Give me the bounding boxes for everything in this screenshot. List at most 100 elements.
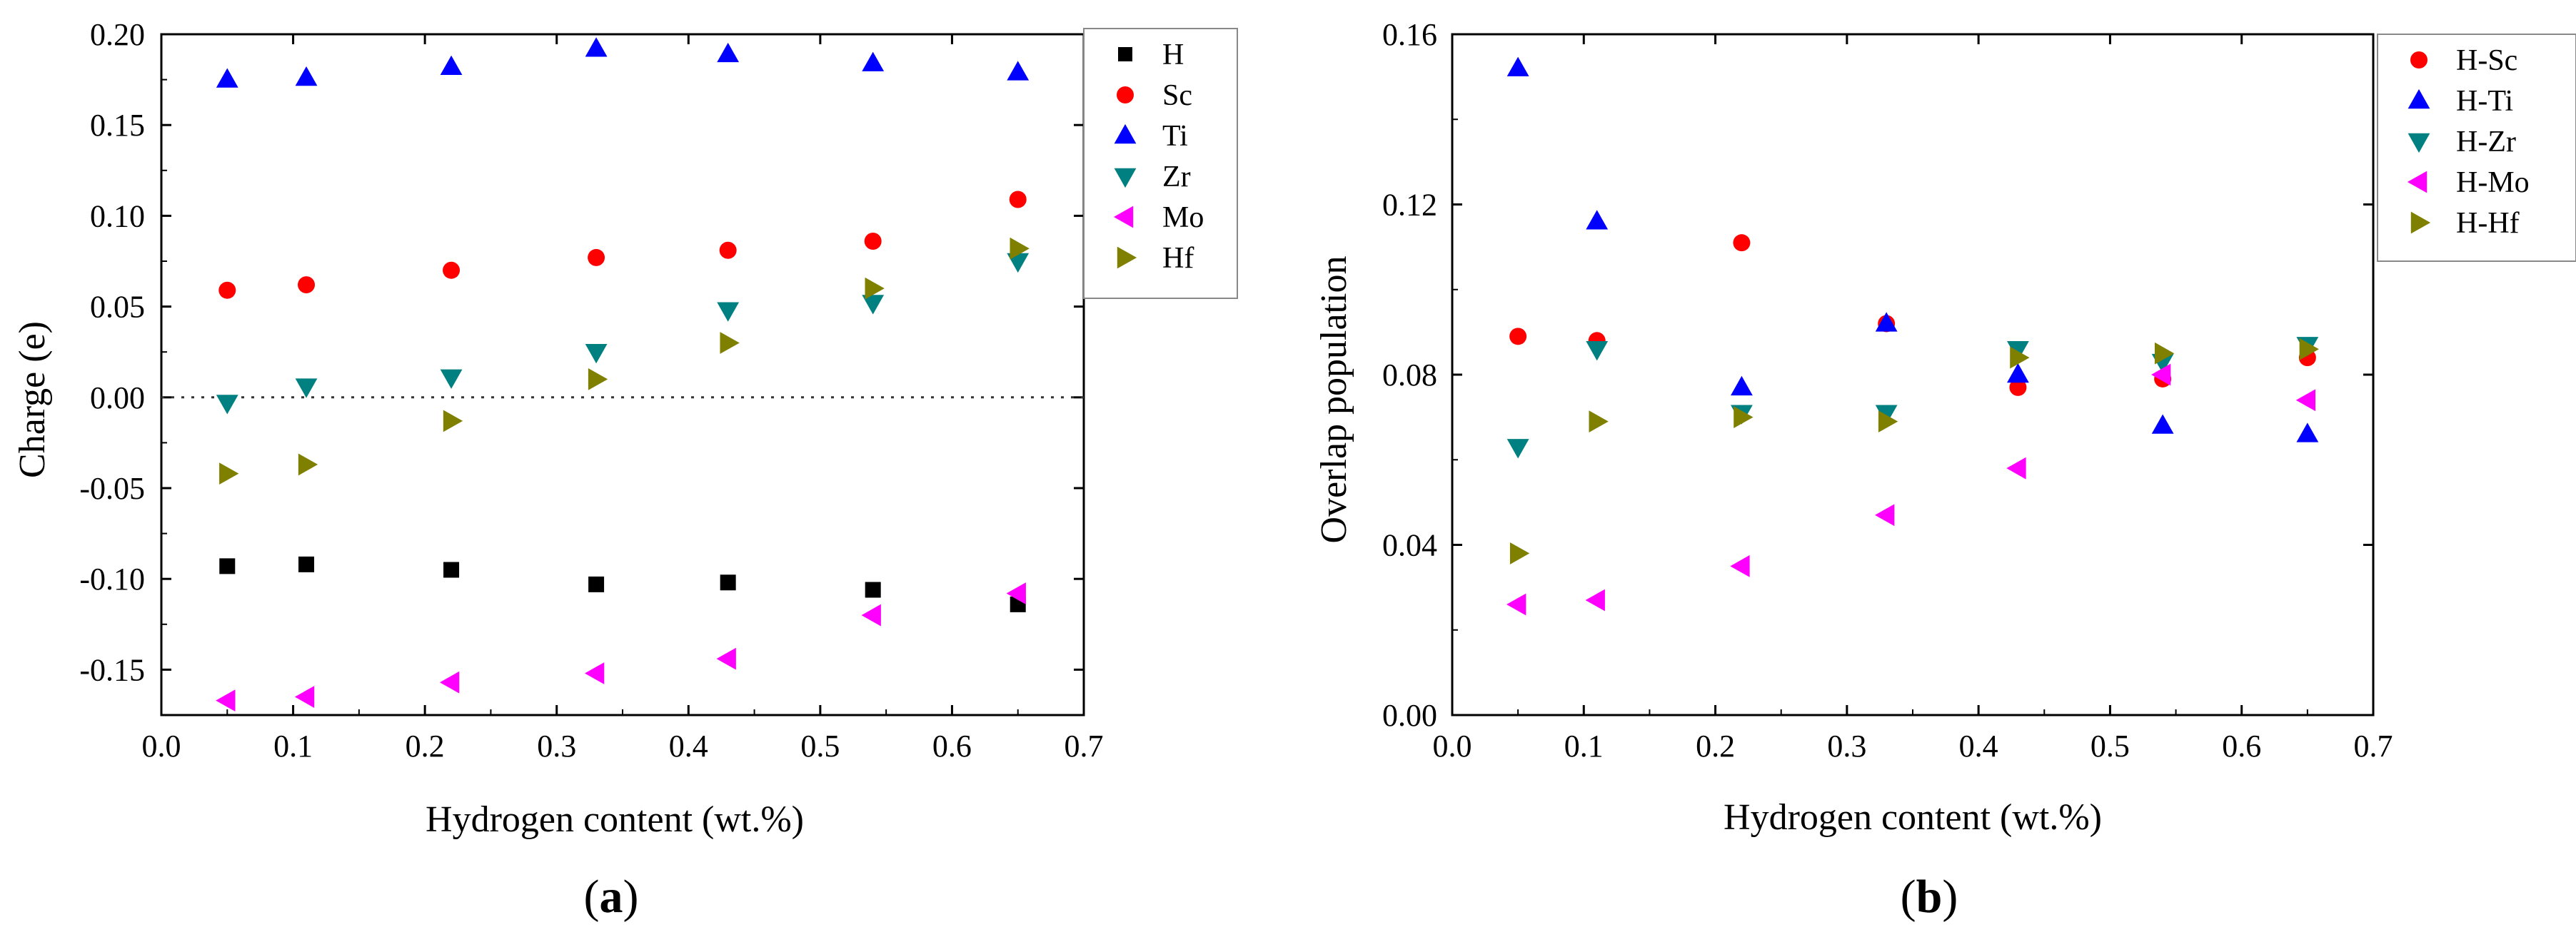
data-point-ti [862,51,885,71]
data-point-h-mo [1506,593,1526,616]
data-point-h-hf [2299,338,2319,360]
caption-b-letter: b [1916,871,1943,923]
data-point-h-mo [1875,504,1895,527]
y-tick-label: -0.05 [79,471,145,506]
x-tick-label: 0.6 [2222,729,2261,764]
data-point-h-hf [1878,410,1898,432]
data-point-h-ti [2151,414,2174,434]
data-point-hf [219,462,239,485]
plot-frame [160,33,1085,716]
data-point-mo [716,647,736,670]
x-tick-label: 0.0 [142,729,181,764]
data-point-h-zr [1875,405,1898,425]
legend-label-h-mo: H-Mo [2456,166,2530,199]
y-tick-label: 0.04 [1382,528,1437,563]
data-point-hf [720,332,740,354]
legend-marker-h-sc [2410,51,2427,69]
data-point-h [443,562,460,578]
data-point-h-hf [2154,342,2175,365]
series-sc [218,191,1027,299]
data-point-mo [439,671,460,694]
legend-label-h-ti: H-Ti [2456,85,2513,118]
y-tick-label: -0.15 [79,652,145,687]
data-point-h-mo [2295,389,2316,412]
data-point-h [720,574,736,591]
data-point-sc [719,241,737,259]
data-point-zr [585,344,608,364]
x-tick-label: 0.7 [1065,729,1104,764]
chart-panel-b: 0.0 0.1 0.2 0.3 0.4 0.5 0.6 0.7 0.16 0.12 0.08 0.04… [1314,17,2576,923]
x-tick-label: 0.2 [1696,729,1735,764]
data-point-h [298,556,315,572]
series-h-sc [1509,234,2316,396]
data-point-h [219,558,236,574]
y-tick-label: 0.15 [90,108,145,143]
x-tick-label: 0.7 [2354,729,2393,764]
data-point-ti [440,55,463,75]
data-point-ti [717,42,740,63]
data-point-zr [295,378,318,398]
y-tick-label: 0.08 [1382,358,1437,392]
legend: H Sc Ti Zr Mo Hf [1083,28,1238,299]
x-tick-label: 0.2 [406,729,445,764]
data-point-h [588,576,605,592]
data-point-mo [584,662,605,684]
data-point-hf [1010,237,1030,260]
legend-marker-zr [1114,168,1137,188]
data-point-sc [864,233,882,250]
data-point-h-mo [1730,554,1750,577]
plot-area-a: 0.0 0.1 0.2 0.3 0.4 0.5 0.6 0.7 0.20 0.15 0.10 0.05… [79,17,1238,764]
series-h-zr [1506,337,2319,459]
data-point-ti [295,66,318,86]
legend-label-ti: Ti [1162,120,1188,153]
series-h [219,556,1026,612]
legend: H-Sc H-Ti H-Zr H-Mo H-Hf [2377,34,2576,262]
y-tick-label: 0.12 [1382,188,1437,223]
data-point-h-sc [1509,328,1527,345]
data-point-sc [588,248,605,266]
legend-label-sc: Sc [1162,79,1192,112]
series-ti [216,37,1030,88]
plot-area-b: 0.0 0.1 0.2 0.3 0.4 0.5 0.6 0.7 0.16 0.12 0.08 0.04… [1382,17,2576,764]
data-point-h-zr [1586,341,1609,361]
data-point-h-ti [1586,210,1609,230]
data-point-h-sc [1733,234,1751,252]
y-tick-label: 0.10 [90,198,145,233]
data-point-mo [1006,582,1026,604]
x-tick-label: 0.6 [932,729,972,764]
data-point-hf [298,453,318,476]
data-point-zr [216,395,238,415]
legend-label-hf: Hf [1162,242,1194,275]
data-point-mo [861,604,881,627]
x-tick-label: 0.1 [1564,729,1604,764]
data-point-h-mo [1585,589,1605,612]
data-point-hf [443,410,463,432]
data-point-zr [717,302,740,322]
y-tick-label: 0.16 [1382,17,1437,52]
y-tick-label: 0.00 [90,380,145,415]
data-point-sc [218,281,236,299]
data-point-h-zr [2007,341,2029,361]
data-point-ti [216,68,238,88]
x-tick-label: 0.4 [1959,729,1998,764]
legend-box [1083,28,1238,299]
x-tick-label: 0.5 [800,729,840,764]
data-point-sc [1009,191,1027,208]
data-point-zr [1007,253,1030,273]
x-tick-label: 0.3 [1827,729,1866,764]
legend-marker-ti [1114,123,1137,144]
x-tick-label: 0.3 [537,729,576,764]
legend-box [2377,34,2576,262]
caption-b: (b) [1901,871,1958,923]
x-tick-label: 0.0 [1433,729,1472,764]
legend-marker-sc [1117,86,1134,103]
data-point-h-ti [2007,363,2029,383]
x-axis-title-a: Hydrogen content (wt.%) [426,799,804,840]
series-zr [216,253,1030,415]
data-point-hf [865,277,885,300]
legend-marker-h-mo [2407,171,2427,193]
x-tick-label: 0.4 [669,729,708,764]
data-point-h-ti [1731,375,1753,396]
y-tick-label: 0.00 [1382,698,1437,733]
